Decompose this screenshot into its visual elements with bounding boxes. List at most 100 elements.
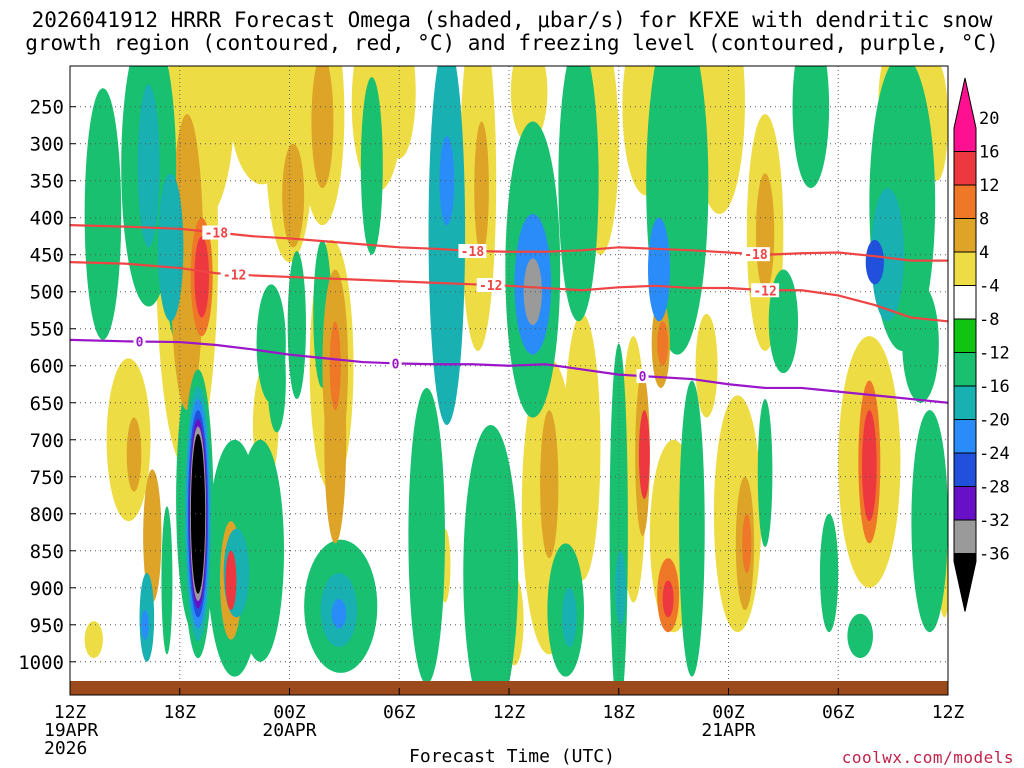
contour-label-bg xyxy=(202,225,231,240)
contour-label-bg xyxy=(751,283,780,298)
omega-cell xyxy=(679,380,705,677)
colorbar-label: -36 xyxy=(979,545,1010,565)
omega-cell xyxy=(84,88,122,340)
colorbar-label: -16 xyxy=(979,377,1010,397)
x-axis-title: Forecast Time (UTC) xyxy=(409,746,615,767)
contour-label-bg xyxy=(458,244,487,259)
colorbar-segment xyxy=(953,285,977,320)
omega-cell xyxy=(742,513,752,573)
colorbar-segment xyxy=(953,452,977,487)
x-tick-label: 06Z xyxy=(383,702,416,723)
colorbar-label: -24 xyxy=(979,444,1010,464)
y-tick-label: 400 xyxy=(30,208,64,230)
colorbar-segment xyxy=(953,519,977,554)
omega-cell xyxy=(792,66,830,189)
contour-label: -18 xyxy=(744,248,768,263)
omega-cell xyxy=(558,66,599,322)
y-tick-label: 450 xyxy=(30,245,64,267)
colorbar-label: 12 xyxy=(979,176,999,196)
colorbar-segment xyxy=(953,553,977,612)
colorbar-label: 8 xyxy=(979,210,989,230)
y-tick-label: 900 xyxy=(30,578,64,600)
contour-label: -18 xyxy=(461,245,485,260)
omega-cell xyxy=(463,425,519,684)
x-tick-label: 18Z xyxy=(602,702,635,723)
omega-cell xyxy=(757,399,773,548)
y-tick-label: 550 xyxy=(30,319,64,341)
omega-cell xyxy=(282,143,305,248)
contour-label: -12 xyxy=(479,279,502,294)
y-tick-label: 850 xyxy=(30,541,64,563)
colorbar-segment xyxy=(953,385,977,420)
omega-cell xyxy=(225,550,237,610)
chart-title-line-1: 2026041912 HRRR Forecast Omega (shaded, … xyxy=(31,8,993,32)
omega-cell xyxy=(311,66,334,189)
y-tick-label: 250 xyxy=(30,97,64,119)
omega-cell xyxy=(819,513,839,633)
colorbar-label: 4 xyxy=(979,243,989,263)
colorbar-label: -8 xyxy=(979,310,999,330)
y-tick-label: 750 xyxy=(30,467,64,489)
contour-line xyxy=(70,338,948,404)
site-credit: coolwx.com/models xyxy=(841,748,1014,767)
omega-cell xyxy=(510,66,548,144)
omega-cell xyxy=(862,410,877,522)
omega-cell xyxy=(474,121,489,255)
omega-cell xyxy=(871,188,905,322)
colorbar-segment xyxy=(953,419,977,454)
x-tick-label: 12Z xyxy=(493,702,526,723)
contour-label-bg xyxy=(636,369,649,384)
y-tick-label: 800 xyxy=(30,504,64,526)
omega-cell xyxy=(143,469,162,603)
colorbar-segment xyxy=(953,184,977,219)
x-tick-label: 00Z xyxy=(273,702,306,723)
temperature-contours: -18 -18 -18 -12 -12 -12 0 0 0 xyxy=(70,224,948,404)
colorbar: 20 16 12 8 4 -4 -8 -12 -16 -20 -24 -28 -32 -36 xyxy=(953,77,1010,612)
contour-label: -12 xyxy=(223,268,246,283)
omega-cell xyxy=(126,417,142,492)
x-tick-label: 20APR xyxy=(262,720,316,741)
x-tick-label: 12Z xyxy=(932,702,965,723)
y-tick-label: 950 xyxy=(30,615,64,637)
colorbar-label: -12 xyxy=(979,344,1010,364)
colorbar-segment xyxy=(953,486,977,521)
contour-label-bg xyxy=(220,267,249,282)
omega-cell xyxy=(648,217,670,322)
contour-line xyxy=(70,224,948,262)
omega-cell xyxy=(428,66,466,425)
colorbar-label: 16 xyxy=(979,143,999,163)
omega-cell xyxy=(331,598,347,629)
colorbar-segment xyxy=(953,352,977,387)
omega-cell xyxy=(194,236,210,318)
omega-cell xyxy=(192,442,205,585)
contour-label-bg xyxy=(741,247,770,262)
colorbar-segment xyxy=(953,151,977,186)
y-tick-label: 300 xyxy=(30,134,64,156)
omega-cell xyxy=(523,258,542,326)
colorbar-segment xyxy=(953,318,977,353)
colorbar-segment xyxy=(953,251,977,286)
omega-shading xyxy=(84,66,948,684)
omega-cell xyxy=(408,387,445,684)
omega-cell xyxy=(157,173,184,322)
colorbar-segment xyxy=(953,218,977,253)
contour-label-bg xyxy=(476,278,505,293)
omega-cell xyxy=(657,321,669,366)
colorbar-segment xyxy=(953,77,977,152)
omega-cell xyxy=(911,410,948,633)
y-axis: 250 300 350 400 450 500 550 600 650 700 750 800 850 9… xyxy=(18,97,76,674)
x-tick-label: 06Z xyxy=(822,702,855,723)
omega-cell xyxy=(170,114,204,411)
x-tick-label: 19APR xyxy=(44,720,98,741)
omega-cell xyxy=(137,84,160,248)
y-tick-label: 650 xyxy=(30,393,64,415)
x-tick-label: 00Z xyxy=(712,702,745,723)
colorbar-label: -32 xyxy=(979,511,1010,531)
omega-cell xyxy=(141,609,149,640)
omega-cell xyxy=(562,587,577,647)
omega-cell xyxy=(256,284,286,403)
colorbar-label: -4 xyxy=(979,277,999,297)
colorbar-label: -20 xyxy=(979,411,1010,431)
